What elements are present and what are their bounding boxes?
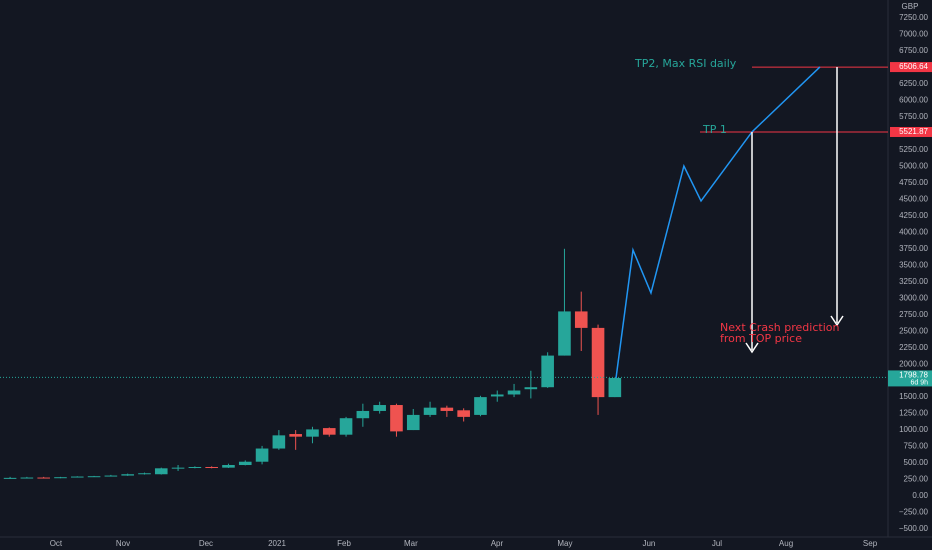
candle-body	[507, 390, 521, 395]
arrowhead-tp2	[830, 315, 844, 327]
y-tick-label: −250.00	[899, 508, 929, 517]
candle-body	[591, 327, 605, 398]
x-tick-label: Aug	[779, 539, 793, 548]
candle-body	[558, 311, 571, 356]
candle-body	[541, 355, 554, 388]
y-tick-label: 1250.00	[899, 409, 928, 418]
x-tick-label: Jul	[712, 539, 722, 548]
candle-body	[154, 468, 168, 475]
y-tick-label: 5250.00	[899, 145, 928, 154]
countdown-label: 6d 9h	[910, 379, 928, 386]
y-tick-label: 2750.00	[899, 310, 928, 319]
candle-body	[138, 473, 151, 475]
y-tick-label: 7250.00	[899, 13, 928, 22]
currency-label: GBP	[902, 2, 919, 11]
x-tick-label: Feb	[337, 539, 351, 548]
y-tick-label: 3000.00	[899, 293, 928, 302]
candle-body	[306, 429, 319, 437]
candle-body	[423, 407, 437, 415]
y-tick-label: 2000.00	[899, 359, 928, 368]
candle-body	[3, 477, 17, 479]
y-tick-label: 3500.00	[899, 260, 928, 269]
candle-body	[322, 428, 336, 435]
level-label: 6506.64	[899, 62, 928, 71]
last-price-box	[888, 370, 932, 387]
candle-body	[390, 405, 403, 432]
level-box	[890, 126, 932, 137]
x-tick-label: Jun	[642, 539, 655, 548]
x-tick-label: May	[557, 539, 572, 548]
y-tick-label: 5000.00	[899, 161, 928, 170]
candle-body	[188, 466, 202, 468]
x-tick-label: Oct	[50, 539, 63, 548]
y-tick-label: 4750.00	[899, 178, 928, 187]
candle-body	[37, 477, 50, 479]
candle-body	[171, 467, 185, 469]
y-tick-label: 750.00	[904, 442, 929, 451]
level-box	[890, 62, 932, 73]
y-tick-label: 2250.00	[899, 343, 928, 352]
y-tick-label: 0.00	[912, 491, 928, 500]
y-tick-label: 3250.00	[899, 277, 928, 286]
x-tick-label: Apr	[491, 539, 504, 548]
candle-body	[474, 397, 487, 415]
candle-body	[406, 414, 420, 431]
y-tick-label: 3750.00	[899, 244, 928, 253]
annotation-tp2: TP2, Max RSI daily	[634, 57, 737, 70]
candle-body	[457, 410, 470, 417]
y-tick-label: 5750.00	[899, 112, 928, 121]
candle-body	[608, 377, 622, 398]
annotation-crash: Next Crash prediction	[720, 321, 839, 334]
y-tick-label: 6750.00	[899, 46, 928, 55]
y-tick-label: 250.00	[904, 475, 929, 484]
x-tick-label: 2021	[268, 539, 286, 548]
candle-body	[289, 434, 302, 437]
y-tick-label: 1000.00	[899, 425, 928, 434]
x-tick-label: Sep	[863, 539, 878, 548]
candle-body	[87, 476, 101, 478]
y-tick-label: 4500.00	[899, 194, 928, 203]
x-tick-label: Dec	[199, 539, 213, 548]
candle-body	[70, 476, 84, 478]
candle-body	[524, 387, 538, 390]
y-tick-label: 500.00	[904, 458, 929, 467]
x-tick-label: Nov	[116, 539, 130, 548]
projection-line	[615, 66, 821, 379]
last-price-label: 1798.78	[899, 371, 928, 380]
candle-body	[255, 448, 269, 462]
x-tick-label: Mar	[404, 539, 418, 548]
candle-body	[238, 461, 252, 466]
candle-body	[54, 477, 67, 479]
y-tick-label: 4250.00	[899, 211, 928, 220]
y-tick-label: 6250.00	[899, 79, 928, 88]
candle-body	[339, 418, 353, 435]
y-tick-label: 7000.00	[899, 30, 928, 39]
candle-body	[440, 407, 454, 411]
candle-body	[121, 474, 134, 476]
candle-body	[272, 435, 286, 449]
y-tick-label: −500.00	[899, 524, 929, 533]
y-tick-label: 1500.00	[899, 392, 928, 401]
level-label: 5521.87	[899, 127, 928, 136]
candle-body	[104, 475, 118, 477]
plot	[0, 66, 888, 479]
y-tick-label: 4000.00	[899, 227, 928, 236]
candle-body	[490, 394, 504, 397]
y-tick-label: 2500.00	[899, 326, 928, 335]
candle-body	[574, 311, 588, 328]
candle-body	[205, 466, 218, 468]
annotation-crash: from TOP price	[720, 332, 802, 345]
arrowhead-tp1	[745, 342, 759, 354]
y-tick-label: 6000.00	[899, 96, 928, 105]
candle-body	[356, 410, 370, 419]
annotation-tp1: TP 1	[702, 123, 727, 136]
candle-body	[373, 405, 386, 411]
candle-body	[20, 477, 34, 479]
candle-body	[222, 465, 235, 468]
